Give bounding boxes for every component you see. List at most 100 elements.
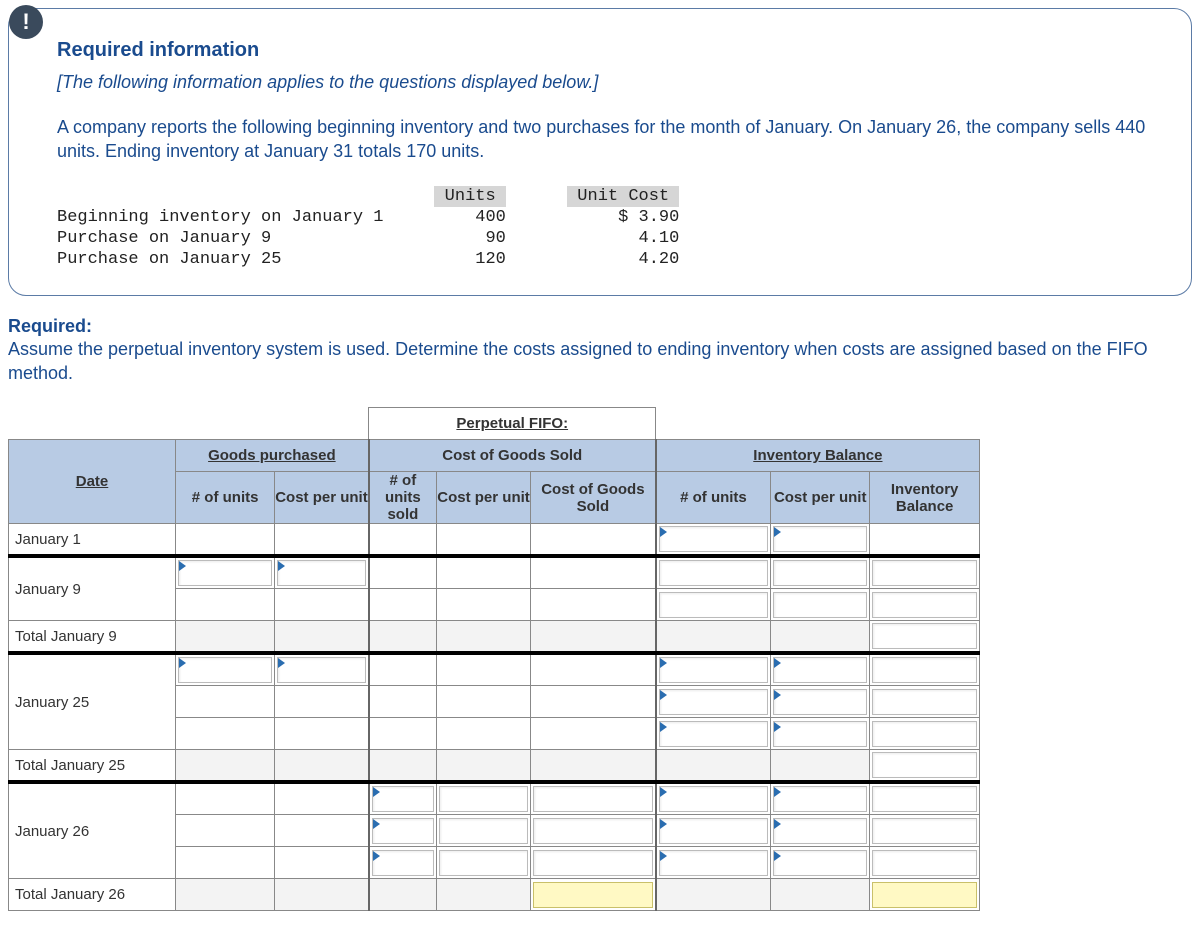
cell[interactable] — [437, 524, 531, 557]
cell-input[interactable] — [771, 653, 870, 686]
cell-input[interactable] — [656, 718, 771, 750]
info-title: Required information — [57, 39, 1163, 62]
dropdown-icon — [278, 658, 285, 668]
cell-input[interactable] — [275, 556, 369, 589]
cell[interactable] — [275, 782, 369, 815]
info-icon: ! — [9, 5, 43, 39]
cell[interactable] — [176, 847, 275, 879]
cell-input[interactable] — [531, 815, 656, 847]
cell[interactable] — [531, 556, 656, 589]
col-inv-cpu: Cost per unit — [771, 472, 870, 524]
cell-input[interactable] — [870, 589, 980, 621]
cell-input[interactable] — [656, 589, 771, 621]
cell-input[interactable] — [369, 782, 437, 815]
dropdown-icon — [774, 658, 781, 668]
cell[interactable] — [275, 718, 369, 750]
cell[interactable] — [275, 686, 369, 718]
cell-total[interactable] — [531, 879, 656, 911]
cell[interactable] — [437, 589, 531, 621]
row-total-jan25: Total January 25 — [9, 750, 176, 783]
dropdown-icon — [660, 722, 667, 732]
cell[interactable] — [369, 589, 437, 621]
cell — [437, 879, 531, 911]
cell-input[interactable] — [870, 815, 980, 847]
cell-input[interactable] — [870, 556, 980, 589]
cell-input[interactable] — [656, 815, 771, 847]
cell — [176, 879, 275, 911]
cell[interactable] — [275, 815, 369, 847]
cell-input[interactable] — [656, 782, 771, 815]
cell-input[interactable] — [437, 847, 531, 879]
dropdown-icon — [179, 561, 186, 571]
cell-input[interactable] — [870, 782, 980, 815]
cell-input[interactable] — [771, 556, 870, 589]
cell-input[interactable] — [771, 524, 870, 557]
row-jan9-date: January 9 — [9, 556, 176, 621]
cell — [275, 750, 369, 783]
cell-input[interactable] — [870, 750, 980, 783]
cell-input[interactable] — [771, 589, 870, 621]
cell-input[interactable] — [656, 686, 771, 718]
cell-input[interactable] — [656, 847, 771, 879]
cell-input[interactable] — [369, 815, 437, 847]
cell[interactable] — [176, 524, 275, 557]
cell-input[interactable] — [656, 556, 771, 589]
cell-input[interactable] — [176, 653, 275, 686]
cell-input[interactable] — [437, 782, 531, 815]
cell[interactable] — [369, 524, 437, 557]
cell[interactable] — [437, 556, 531, 589]
cell[interactable] — [369, 556, 437, 589]
cell-input[interactable] — [870, 653, 980, 686]
cell[interactable] — [369, 718, 437, 750]
cell-input[interactable] — [771, 686, 870, 718]
cell-input[interactable] — [656, 653, 771, 686]
cell — [656, 750, 771, 783]
cell-input[interactable] — [870, 621, 980, 654]
inventory-data: Units Unit Cost Beginning inventory on J… — [57, 186, 1163, 271]
cell[interactable] — [369, 686, 437, 718]
cell-input[interactable] — [870, 718, 980, 750]
cell[interactable] — [275, 847, 369, 879]
dropdown-icon — [373, 851, 380, 861]
cell[interactable] — [176, 589, 275, 621]
cell — [531, 750, 656, 783]
cell-input[interactable] — [656, 524, 771, 557]
cell[interactable] — [531, 686, 656, 718]
cell[interactable] — [176, 782, 275, 815]
dropdown-icon — [774, 851, 781, 861]
dropdown-icon — [660, 527, 667, 537]
cell[interactable] — [275, 524, 369, 557]
cell — [369, 879, 437, 911]
cell[interactable] — [437, 718, 531, 750]
cell-input[interactable] — [369, 847, 437, 879]
cell[interactable] — [531, 718, 656, 750]
cell-input[interactable] — [870, 847, 980, 879]
blank-header — [656, 408, 980, 440]
cell[interactable] — [369, 653, 437, 686]
cell[interactable] — [275, 589, 369, 621]
cell[interactable] — [531, 524, 656, 557]
cell-total[interactable] — [870, 879, 980, 911]
cell-input[interactable] — [771, 718, 870, 750]
cell-input[interactable] — [771, 815, 870, 847]
cell[interactable] — [870, 524, 980, 557]
cell-input[interactable] — [870, 686, 980, 718]
cell-input[interactable] — [771, 847, 870, 879]
cell-input[interactable] — [275, 653, 369, 686]
col-cogs-cpu: Cost per unit — [437, 472, 531, 524]
cell[interactable] — [437, 686, 531, 718]
cell[interactable] — [176, 815, 275, 847]
cell-input[interactable] — [437, 815, 531, 847]
col-inv-bal: Inventory Balance — [870, 472, 980, 524]
cell-input[interactable] — [531, 847, 656, 879]
cell[interactable] — [437, 653, 531, 686]
cell-input[interactable] — [531, 782, 656, 815]
cell[interactable] — [176, 718, 275, 750]
cell-input[interactable] — [176, 556, 275, 589]
cell[interactable] — [531, 653, 656, 686]
cell — [275, 879, 369, 911]
cell-input[interactable] — [771, 782, 870, 815]
dropdown-icon — [660, 787, 667, 797]
cell[interactable] — [531, 589, 656, 621]
cell[interactable] — [176, 686, 275, 718]
